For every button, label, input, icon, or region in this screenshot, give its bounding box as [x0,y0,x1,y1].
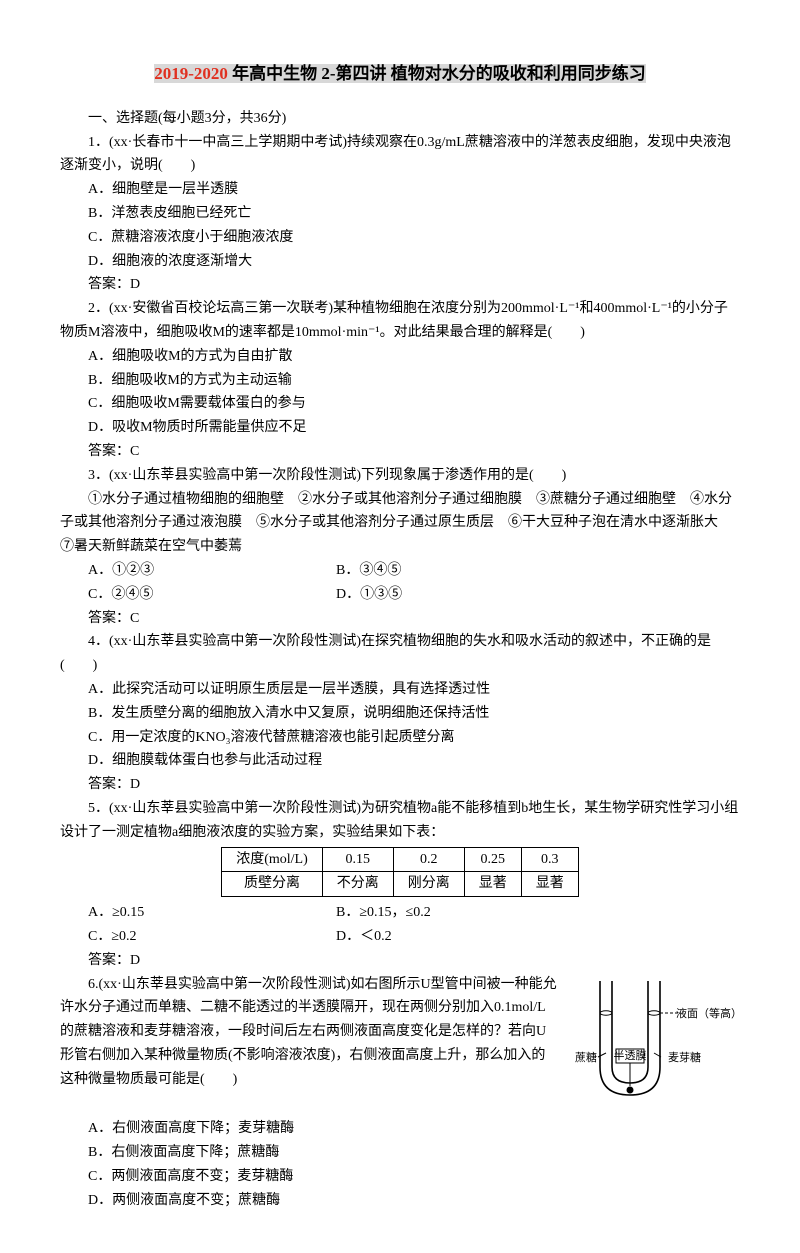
q6-opt-c: C．两侧液面高度不变；麦芽糖酶 [60,1165,740,1189]
q3-items: ①水分子通过植物细胞的细胞壁 ②水分子或其他溶剂分子通过细胞膜 ③蔗糖分子通过细… [60,488,740,559]
level-label: 液面（等高） [676,1006,740,1020]
q1-answer: 答案：D [60,273,740,297]
table-row: 浓度(mol/L) 0.15 0.2 0.25 0.3 [222,847,579,872]
q4-opt-b: B．发生质壁分离的细胞放入清水中又复原，说明细胞还保持活性 [60,702,740,726]
q3-opt-d: D．①③⑤ [336,583,740,607]
q4-answer: 答案：D [60,773,740,797]
q6-opt-a: A．右侧液面高度下降；麦芽糖酶 [60,1117,740,1141]
q5-th1: 0.15 [322,847,393,872]
q4-opt-a: A．此探究活动可以证明原生质层是一层半透膜，具有选择透过性 [60,678,740,702]
table-row: 质壁分离 不分离 刚分离 显著 显著 [222,872,579,897]
q5-r1: 不分离 [322,872,393,897]
q2-opt-d: D．吸收M物质时所需能量供应不足 [60,416,740,440]
q6-stem: 6.(xx·山东莘县实验高中第一次阶段性测试)如右图所示U型管中间被一种能允许水… [60,973,558,1092]
q5-th2: 0.2 [393,847,464,872]
q5-th3: 0.25 [464,847,521,872]
q5-opts-row2: C．≥0.2 D．＜0.2 [60,925,740,949]
q2-answer: 答案：C [60,440,740,464]
q6-text: 6.(xx·山东莘县实验高中第一次阶段性测试)如右图所示U型管中间被一种能允许水… [60,973,558,1118]
page-title: 2019-2020 年高中生物 2-第四讲 植物对水分的吸收和利用同步练习 [60,60,740,89]
q1-opt-b: B．洋葱表皮细胞已经死亡 [60,202,740,226]
q5-opts-row1: A．≥0.15 B．≥0.15，≤0.2 [60,901,740,925]
q4-opt-c: C．用一定浓度的KNO₃溶液代替蔗糖溶液也能引起质壁分离 [60,726,740,750]
q2-opt-c: C．细胞吸收M需要载体蛋白的参与 [60,392,740,416]
q5-r2: 刚分离 [393,872,464,897]
q4-opt-d: D．细胞膜载体蛋白也参与此活动过程 [60,749,740,773]
q5-opt-d: D．＜0.2 [336,925,740,949]
q3-answer: 答案：C [60,607,740,631]
q6-opt-d: D．两侧液面高度不变；蔗糖酶 [60,1189,740,1213]
q2-opt-b: B．细胞吸收M的方式为主动运输 [60,369,740,393]
q3-opts-row1: A．①②③ B．③④⑤ [60,559,740,583]
q2-stem: 2．(xx·安徽省百校论坛高三第一次联考)某种植物细胞在浓度分别为200mmol… [60,297,740,345]
q5-opt-c: C．≥0.2 [88,925,336,949]
q6-block: 6.(xx·山东莘县实验高中第一次阶段性测试)如右图所示U型管中间被一种能允许水… [60,973,740,1118]
q1-opt-d: D．细胞液的浓度逐渐增大 [60,250,740,274]
q5-stem: 5．(xx·山东莘县实验高中第一次阶段性测试)为研究植物a能不能移植到b地生长，… [60,797,740,845]
q5-table: 浓度(mol/L) 0.15 0.2 0.25 0.3 质壁分离 不分离 刚分离… [221,847,579,898]
q3-opt-a: A．①②③ [88,559,336,583]
q4-stem: 4．(xx·山东莘县实验高中第一次阶段性测试)在探究植物细胞的失水和吸水活动的叙… [60,630,740,678]
q1-opt-a: A．细胞壁是一层半透膜 [60,178,740,202]
q5-opt-b: B．≥0.15，≤0.2 [336,901,740,925]
q5-th0: 浓度(mol/L) [222,847,323,872]
u-tube-figure: 半透膜 蔗糖 麦芽糖 液面（等高） [568,973,740,1118]
q5-th4: 0.3 [521,847,578,872]
u-tube-icon: 半透膜 蔗糖 麦芽糖 液面（等高） [568,977,740,1109]
title-rest: 年高中生物 2-第四讲 植物对水分的吸收和利用同步练习 [228,64,646,83]
q5-opt-a: A．≥0.15 [88,901,336,925]
q5-r0: 质壁分离 [222,872,323,897]
q6-opt-b: B．右侧液面高度下降；蔗糖酶 [60,1141,740,1165]
q2-opt-a: A．细胞吸收M的方式为自由扩散 [60,345,740,369]
title-year: 2019-2020 [154,64,228,83]
right-label: 麦芽糖 [668,1050,701,1064]
q3-opt-c: C．②④⑤ [88,583,336,607]
q5-r3: 显著 [464,872,521,897]
q3-opts-row2: C．②④⑤ D．①③⑤ [60,583,740,607]
left-label: 蔗糖 [575,1050,597,1064]
q5-r4: 显著 [521,872,578,897]
q3-opt-b: B．③④⑤ [336,559,740,583]
membrane-label: 半透膜 [614,1048,647,1062]
section-heading: 一、选择题(每小题3分，共36分) [60,107,740,131]
q5-answer: 答案：D [60,949,740,973]
q1-stem: 1．(xx·长春市十一中高三上学期期中考试)持续观察在0.3g/mL蔗糖溶液中的… [60,131,740,179]
q3-stem: 3．(xx·山东莘县实验高中第一次阶段性测试)下列现象属于渗透作用的是( ) [60,464,740,488]
q1-opt-c: C．蔗糖溶液浓度小于细胞液浓度 [60,226,740,250]
